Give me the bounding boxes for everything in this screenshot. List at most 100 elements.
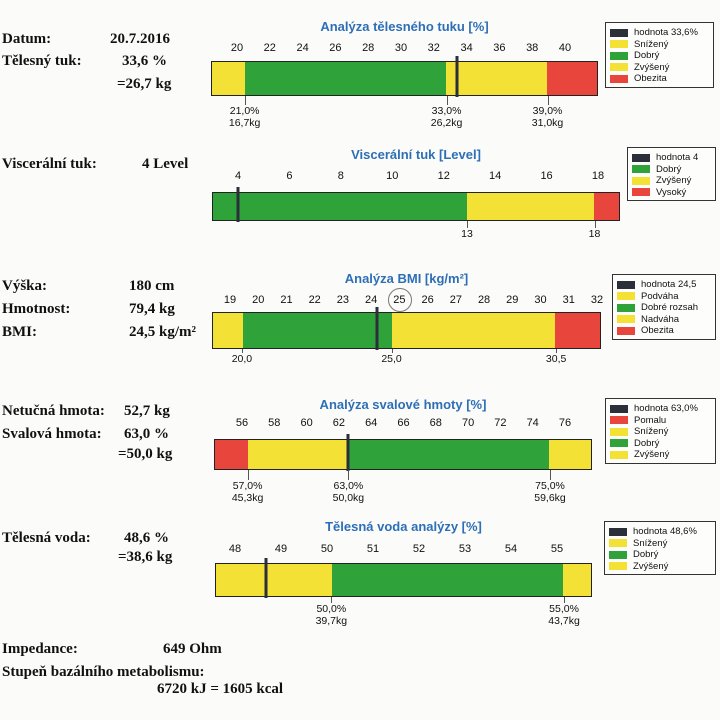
threshold-line: [564, 597, 566, 603]
tick-label: 22: [308, 294, 321, 306]
threshold-line: [547, 96, 549, 105]
threshold-annotation: 20,0: [232, 353, 252, 365]
tick-label: 10: [386, 170, 399, 182]
legend-text: hodnota 63,0%: [634, 403, 698, 415]
bar-segment-yellow: [216, 564, 332, 596]
info-label: BMI:: [2, 324, 37, 340]
legend-text: Zvýšený: [656, 175, 692, 187]
legend-swatch: [617, 292, 635, 301]
legend-item: Snížený: [610, 39, 709, 51]
legend-text: Dobrý: [656, 163, 682, 175]
threshold-line: [550, 470, 551, 480]
bar-segment-yellow: [248, 440, 349, 469]
threshold-value: 55,0%: [549, 603, 579, 615]
threshold-value: 63,0%: [333, 480, 364, 492]
info-value: 24,5 kg/m²: [129, 324, 197, 340]
legend-text: hodnota 24,5: [641, 279, 697, 291]
legend-swatch: [610, 63, 628, 72]
gauge-title: Analýza svalové hmoty [%]: [319, 397, 487, 412]
threshold-annotation: 57,0% 45,3kg: [232, 480, 264, 504]
legend-swatch: [610, 404, 628, 413]
tick-label: 72: [494, 417, 507, 429]
bar-segment-green: [331, 564, 564, 596]
legend-item: Zvýšený: [610, 62, 709, 74]
info-value: 33,6 %: [122, 53, 167, 69]
threshold-annotation: 39,0% 31,0kg: [532, 105, 564, 129]
tick-label: 38: [526, 42, 539, 54]
threshold-value: 18: [588, 228, 601, 240]
threshold-value: 75,0%: [535, 480, 565, 492]
gauge-bar: [215, 563, 592, 597]
legend-text: Dobré rozsah: [641, 302, 699, 314]
bar-segment-yellow: [446, 62, 547, 95]
threshold-value: 21,0%: [229, 105, 260, 117]
tick-label: 74: [526, 417, 539, 429]
value-marker: [375, 307, 379, 350]
threshold-value: 57,0%: [232, 480, 263, 492]
legend-text: Dobrý: [633, 549, 659, 561]
threshold-line: [348, 470, 350, 480]
tick-label: 60: [300, 417, 313, 429]
info-label: Hmotnost:: [2, 301, 71, 317]
legend-swatch: [617, 326, 635, 335]
legend-text: Nadváha: [641, 313, 680, 325]
value-marker: [264, 558, 268, 598]
legend-swatch: [617, 315, 635, 324]
threshold-annotation: 21,0% 16,7kg: [229, 105, 261, 129]
legend-item: Zvýšený: [632, 175, 711, 187]
threshold-annotation: 25,0: [381, 353, 401, 365]
tick-label: 68: [429, 417, 442, 429]
legend-box: hodnota 63,0% Pomalu Snížený Dobrý Zvýšený: [605, 398, 716, 464]
threshold-annotation: 75,0% 59,6kg: [534, 480, 566, 504]
legend-text: Obezita: [641, 325, 674, 337]
legend-item: Obezita: [617, 325, 711, 337]
legend-item: hodnota 63,0%: [610, 403, 711, 415]
gauge-bar: [211, 61, 598, 96]
tick-label: 20: [230, 42, 244, 54]
legend-box: hodnota 4 Dobrý Zvýšený Vysoký: [627, 147, 716, 201]
threshold-line: [556, 349, 558, 353]
bar-segment-yellow: [563, 564, 591, 596]
tick-label: 34: [460, 42, 473, 54]
info-value: 20.7.2016: [110, 31, 170, 47]
bar-segment-yellow: [212, 62, 246, 95]
legend-item: Pomalu: [610, 415, 711, 427]
threshold-annotation: 13: [461, 228, 473, 240]
bar-segment-yellow: [213, 313, 243, 348]
threshold-line: [241, 349, 243, 353]
info-value: 180 cm: [129, 278, 175, 294]
info-label: Viscerální tuk:: [2, 156, 97, 172]
threshold-line: [247, 470, 249, 480]
tick-label: 20: [252, 294, 265, 306]
threshold-annotation: 30,5: [546, 353, 566, 365]
legend-item: Podváha: [617, 291, 711, 303]
tick-label: 52: [412, 543, 426, 555]
gauge-bar: [214, 439, 592, 470]
tick-label: 64: [365, 417, 378, 429]
tick-label: 32: [427, 42, 440, 54]
legend-item: Vysoký: [632, 187, 711, 199]
legend-swatch: [610, 439, 628, 448]
tick-label: 19: [223, 294, 237, 306]
threshold-value: 16,7kg: [228, 117, 261, 129]
legend-item: Dobrý: [610, 438, 711, 450]
legend-item: Dobré rozsah: [617, 302, 711, 314]
tick-label: 31: [562, 294, 575, 306]
value-marker: [455, 56, 459, 97]
threshold-annotation: 33,0% 26,2kg: [431, 105, 463, 129]
legend-swatch: [632, 176, 650, 185]
legend-swatch: [609, 539, 627, 548]
tick-label: 49: [274, 543, 288, 555]
tick-label: 30: [534, 294, 547, 306]
tick-label: 27: [449, 294, 462, 306]
threshold-line: [467, 221, 468, 228]
tick-label: 14: [489, 170, 502, 182]
bar-segment-yellow: [466, 193, 594, 220]
tick-label: 76: [558, 417, 572, 429]
tick-label: 55: [550, 543, 564, 555]
bar-segment-yellow: [549, 440, 591, 469]
info-label: Netučná hmota:: [2, 403, 105, 419]
tick-label: 26: [329, 42, 342, 54]
legend-swatch: [609, 550, 627, 559]
legend-text: hodnota 4: [656, 152, 699, 164]
